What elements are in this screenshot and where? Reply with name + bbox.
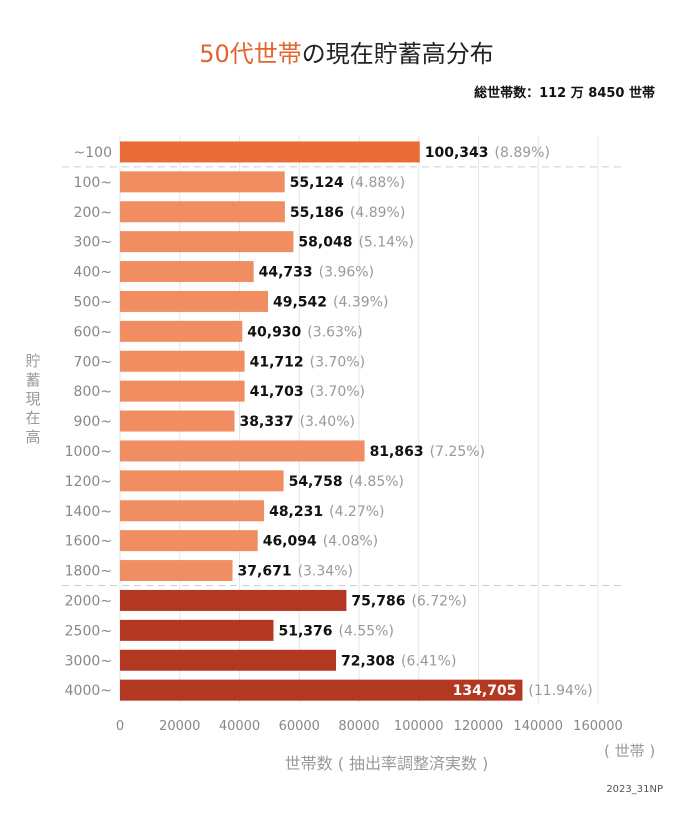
value-label: 40,930 [247,324,301,340]
bar [120,290,269,312]
percent-label: (3.40%) [300,414,355,430]
percent-label: (6.41%) [401,653,456,669]
y-axis-label-char: 貯 [25,352,41,370]
percent-label: (3.70%) [310,384,365,400]
category-label: 1400~ [65,504,112,520]
bar [120,380,245,402]
value-label: 81,863 [370,444,424,460]
percent-label: (4.85%) [349,474,404,490]
percent-label: (3.34%) [298,564,353,580]
percent-label: (4.55%) [339,623,394,639]
percent-label: (7.25%) [430,444,485,460]
percent-label: (8.89%) [495,145,550,161]
bar [120,560,233,582]
value-label: 49,542 [273,294,327,310]
percent-label: (5.14%) [358,235,413,251]
category-label: 200~ [74,205,112,221]
category-label: 3000~ [65,653,112,669]
category-label: 100~ [74,175,112,191]
percent-label: (3.96%) [319,265,374,281]
value-label: 55,124 [290,175,344,191]
value-label: 58,048 [298,235,352,251]
bar [120,470,284,492]
bar [120,679,523,701]
credit-label: 2023_31NP [606,784,663,795]
value-label: 41,712 [250,354,304,370]
x-tick-label: 100000 [394,719,444,734]
x-unit-label: ( 世帯 ) [604,742,656,760]
y-axis-label-char: 現 [25,390,41,408]
value-label: 48,231 [269,504,323,520]
y-axis-label-char: 高 [25,428,41,446]
bar [120,649,337,671]
value-label: 134,705 [453,683,517,699]
y-axis-label-char: 在 [25,409,41,427]
percent-label: (6.72%) [411,593,466,609]
bar [120,261,254,283]
value-label: 51,376 [278,623,332,639]
percent-label: (4.88%) [350,175,405,191]
value-label: 72,308 [341,653,395,669]
category-label: 500~ [74,294,112,310]
value-label: 54,758 [289,474,343,490]
value-label: 37,671 [238,564,292,580]
category-label: 900~ [74,414,112,430]
chart-title: 50代世帯の現在貯蓄高分布 [0,34,693,69]
value-label: 75,786 [351,593,405,609]
category-label: 1000~ [65,444,112,460]
category-label: 2000~ [65,593,112,609]
percent-label: (3.70%) [310,354,365,370]
bar [120,350,245,372]
x-axis-title: 世帯数 ( 抽出率調整済実数 ) [284,754,489,773]
category-label: 1600~ [65,534,112,550]
percent-label: (4.27%) [329,504,384,520]
x-tick-label: 160000 [573,719,623,734]
bar [120,589,347,611]
category-label: 400~ [74,265,112,281]
bar [120,231,294,253]
x-tick-label: 140000 [513,719,563,734]
percent-label: (11.94%) [528,683,592,699]
percent-label: (4.39%) [333,294,388,310]
category-label: 700~ [74,354,112,370]
category-label: 600~ [74,324,112,340]
x-tick-label: 60000 [279,719,320,734]
bar [120,440,365,462]
bar [120,410,235,432]
value-label: 46,094 [263,534,317,550]
category-label: 1800~ [65,564,112,580]
category-label: 2500~ [65,623,112,639]
category-label: 800~ [74,384,112,400]
value-label: 41,703 [250,384,304,400]
x-tick-label: 120000 [454,719,504,734]
category-label: 300~ [74,235,112,251]
x-tick-label: 80000 [338,719,379,734]
value-label: 55,186 [290,205,344,221]
x-tick-label: 20000 [159,719,200,734]
percent-label: (3.63%) [307,324,362,340]
y-axis-label: 貯 蓄 現 在 高 [24,352,42,447]
bar [120,171,285,193]
chart-title-accent: 50代世帯 [199,40,302,68]
percent-label: (4.89%) [350,205,405,221]
bar [120,619,274,641]
x-tick-label: 40000 [219,719,260,734]
bar [120,320,243,342]
bar [120,201,285,223]
bar [120,530,258,552]
chart-title-rest: の現在貯蓄高分布 [301,40,494,68]
category-label: 4000~ [65,683,112,699]
percent-label: (4.08%) [323,534,378,550]
value-label: 100,343 [425,145,489,161]
bar [120,141,420,163]
total-households: 総世帯数：112 万 8450 世帯 [474,86,655,101]
bar [120,500,265,522]
value-label: 38,337 [240,414,294,430]
category-label: 1200~ [65,474,112,490]
x-tick-label: 0 [116,719,124,734]
category-label: ~100 [74,145,112,161]
y-axis-label-char: 蓄 [25,371,41,389]
value-label: 44,733 [259,265,313,281]
